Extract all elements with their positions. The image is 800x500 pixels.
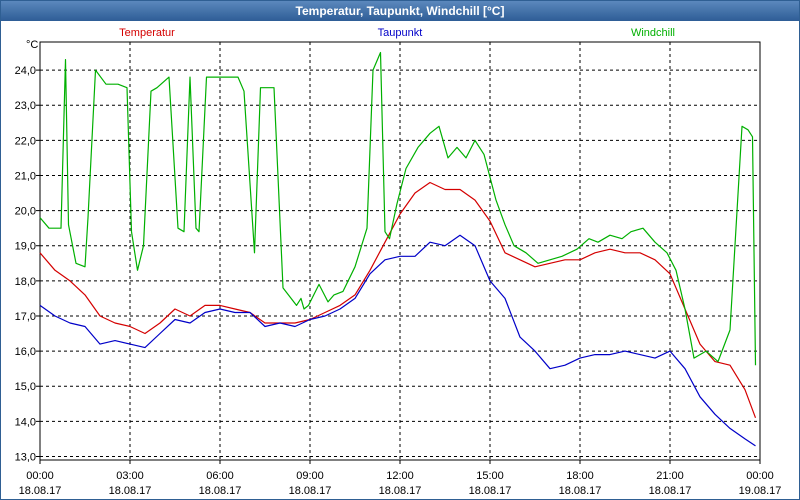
y-tick-label: 23,0	[15, 100, 36, 112]
y-tick-label: 13,0	[15, 451, 36, 463]
series-line-windchill	[39, 51, 757, 366]
x-tick-date: 18.08.17	[289, 485, 332, 497]
legend-taupunkt: Taupunkt	[378, 27, 423, 39]
legend-temperatur: Temperatur	[119, 27, 175, 39]
y-tick-label: 24,0	[15, 65, 36, 77]
y-axis-labels: 13,0 14,0 15,0 16,0 17,0 18,0 19,0 20,0 21,0 22,0…	[15, 65, 36, 463]
plot-frame	[39, 41, 761, 461]
y-tick-label: 17,0	[15, 311, 36, 323]
y-tick-label: 20,0	[15, 206, 36, 218]
x-tick-time: 00:00	[26, 470, 54, 482]
x-tick-date: 18.08.17	[649, 485, 692, 497]
x-tick-date: 19.08.17	[739, 485, 782, 497]
y-tick-label: 19,0	[15, 241, 36, 253]
y-axis-unit: °C	[26, 39, 38, 51]
x-tick-date: 18.08.17	[379, 485, 422, 497]
y-tick-label: 15,0	[15, 381, 36, 393]
window-title: Temperatur, Taupunkt, Windchill [°C]	[1, 1, 799, 21]
grid	[36, 42, 761, 464]
x-tick-date: 18.08.17	[19, 485, 62, 497]
x-axis-labels: 00:00 18.08.17 03:00 18.08.17 06:00 18.08.17 0…	[19, 470, 782, 497]
y-tick-label: 21,0	[15, 170, 36, 182]
y-tick-label: 14,0	[15, 416, 36, 428]
y-tick-label: 16,0	[15, 346, 36, 358]
y-tick-label: 22,0	[15, 135, 36, 147]
x-tick-time: 18:00	[566, 470, 594, 482]
x-tick-date: 18.08.17	[469, 485, 512, 497]
x-tick-time: 00:00	[746, 470, 774, 482]
series-line-taupunkt	[39, 234, 756, 447]
x-tick-time: 21:00	[656, 470, 684, 482]
x-tick-date: 18.08.17	[109, 485, 152, 497]
x-tick-time: 03:00	[116, 470, 144, 482]
series-lines	[39, 51, 757, 447]
series-line-temperatur	[39, 181, 757, 419]
y-tick-label: 18,0	[15, 276, 36, 288]
x-tick-date: 18.08.17	[559, 485, 602, 497]
x-tick-time: 06:00	[206, 470, 234, 482]
legend-windchill: Windchill	[631, 27, 675, 39]
x-tick-time: 15:00	[476, 470, 504, 482]
x-tick-time: 12:00	[386, 470, 414, 482]
x-tick-date: 18.08.17	[199, 485, 242, 497]
x-tick-time: 09:00	[296, 470, 324, 482]
